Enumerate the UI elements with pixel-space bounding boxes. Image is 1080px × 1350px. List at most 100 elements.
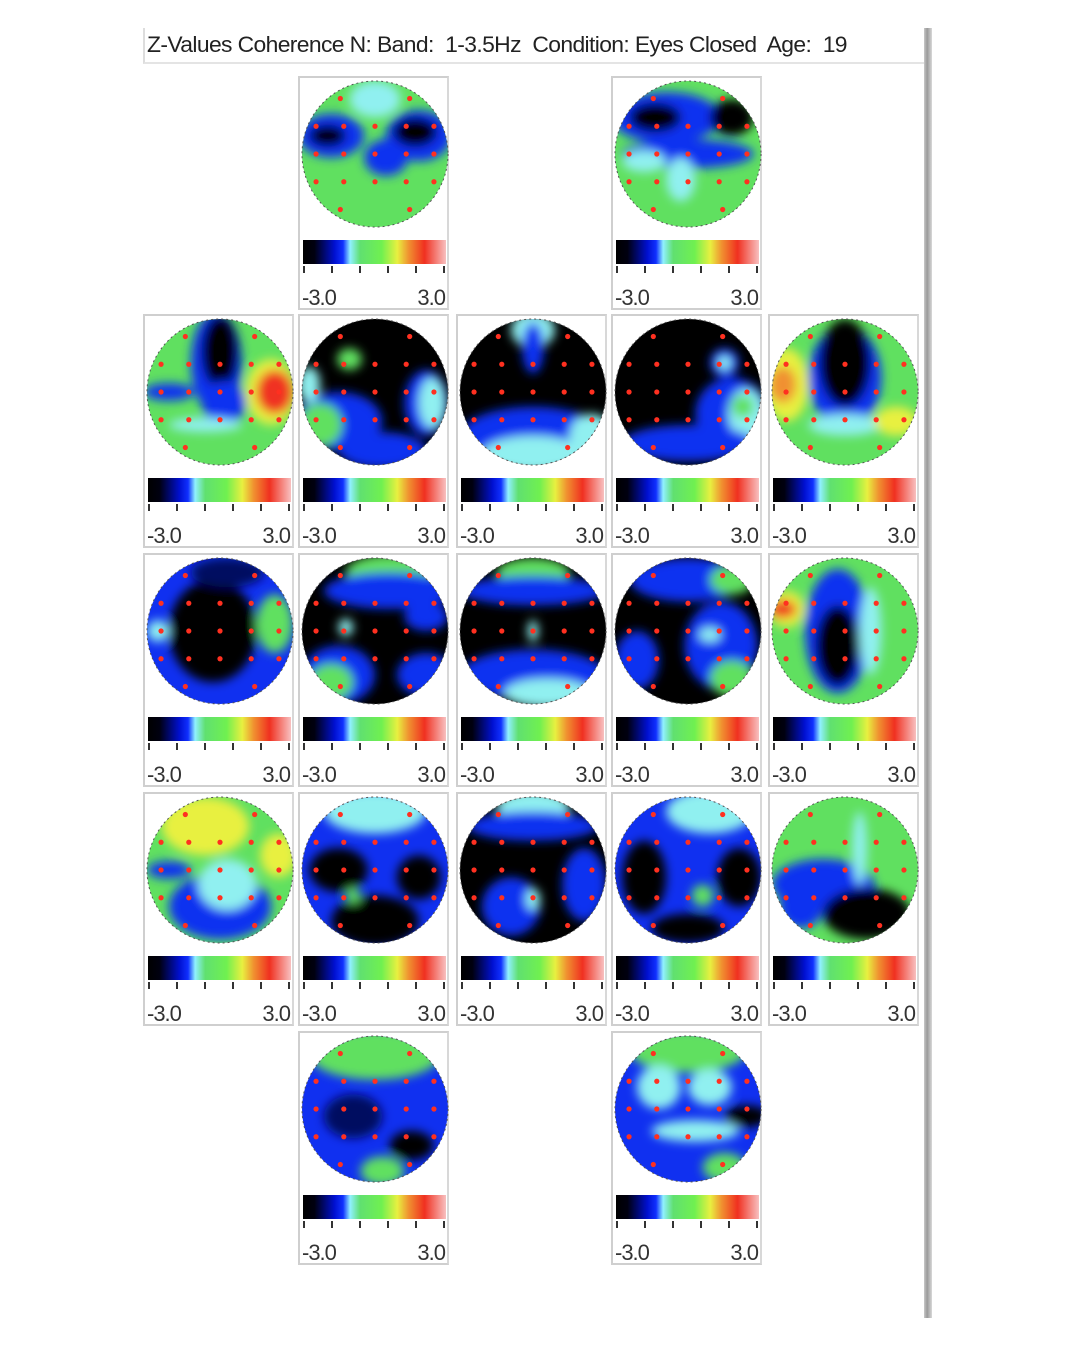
color-scale-bar [616,478,759,502]
scale-tick [700,1221,702,1228]
electrode-dot [783,867,789,873]
scale-tick [616,743,618,750]
electrode-dot [744,123,750,129]
topomap-panel: -3.0 3.0 [143,553,294,787]
electrode-dot [650,1050,656,1057]
head-outline [146,557,294,705]
topomap-panel: -3.0 3.0 [456,314,607,548]
head-topomap [614,80,762,228]
topomap-region [161,797,250,856]
electrode-dot [276,361,282,367]
electrode-dot [403,361,409,367]
scale-tick [672,266,674,273]
electrode-dot [744,1078,750,1084]
electrode-dot [842,361,848,367]
topomap-region [323,1094,383,1139]
electrode-dot [407,333,413,340]
color-scale-bar [773,478,916,502]
scale-tick [331,1221,333,1228]
electrode-dot [716,1134,722,1140]
topomap-region [256,594,293,653]
electrode-dot [654,151,660,157]
electrode-dot [744,628,750,634]
head-topomap [301,1035,449,1183]
topomap-region [629,102,681,133]
electrode-dot [720,683,726,690]
color-scale-bar [303,717,446,741]
topomap-panel: -3.0 3.0 [143,314,294,548]
topomap-region [338,618,354,637]
electrode-dot [530,839,536,845]
topomap-region [724,1105,761,1128]
scale-tick [913,743,915,750]
color-scale-bar [148,956,291,980]
color-scale-bar [148,717,291,741]
electrode-dot [589,867,595,873]
electrode-dot [877,922,883,929]
electrode-dot [811,600,817,606]
head-outline [301,557,449,705]
electrode-dot [471,389,477,395]
electrode-dot [807,811,813,818]
electrode-dot [495,444,501,451]
electrode-dot [341,628,347,634]
electrode-dot [407,1050,413,1057]
electrode-dot [716,123,722,129]
electrode-dot [744,151,750,157]
scale-tick [756,266,758,273]
color-scale-bar [303,956,446,980]
electrode-dot [313,417,319,423]
topomap-region [636,1065,681,1109]
head-outline [301,796,449,944]
electrode-dot [341,123,347,129]
scale-max-label: 3.0 [730,1001,759,1026]
scale-min-label: -3.0 [772,523,807,548]
electrode-dot [276,895,282,901]
topomap-panel: -3.0 3.0 [611,76,762,310]
topomap-region [309,124,346,147]
topomap-region [815,605,860,686]
scale-tick [885,982,887,989]
scale-tick [148,504,150,511]
scale-tick [288,743,290,750]
electrode-dot [901,867,907,873]
scale-tick [331,982,333,989]
electrode-dot [337,683,343,690]
color-scale-bar [461,956,604,980]
electrode-dot [873,867,879,873]
window-scrollbar[interactable] [924,28,932,1318]
electrode-dot [654,600,660,606]
electrode-dot [407,444,413,451]
electrode-dot [901,656,907,662]
electrode-dot [877,444,883,451]
scale-tick [857,504,859,511]
electrode-dot [877,572,883,579]
topomap-region [622,840,667,914]
electrode-dot [158,389,164,395]
electrode-dot [313,1106,319,1112]
electrode-dot [341,151,347,157]
electrode-dot [650,206,656,213]
electrode-dot [217,361,223,367]
report-header: Z-Values Coherence N: Band: 1-3.5Hz Cond… [143,28,927,64]
electrode-dot [783,628,789,634]
electrode-dot [561,628,567,634]
electrode-dot [654,123,660,129]
electrode-dot [716,151,722,157]
color-scale-bar [773,717,916,741]
scale-tick [359,982,361,989]
topomap-region [709,565,754,595]
topomap-panel: -3.0 3.0 [611,553,762,787]
electrode-dot [720,206,726,213]
electrode-dot [337,95,343,102]
electrode-dot [252,811,258,818]
electrode-dot [565,572,571,579]
electrode-dot [372,389,378,395]
scale-tick [260,982,262,989]
scale-tick [260,504,262,511]
scale-tick [700,982,702,989]
electrode-dot [650,683,656,690]
electrode-dot [565,922,571,929]
topomap-region [651,913,725,943]
topomap-region [256,370,293,414]
